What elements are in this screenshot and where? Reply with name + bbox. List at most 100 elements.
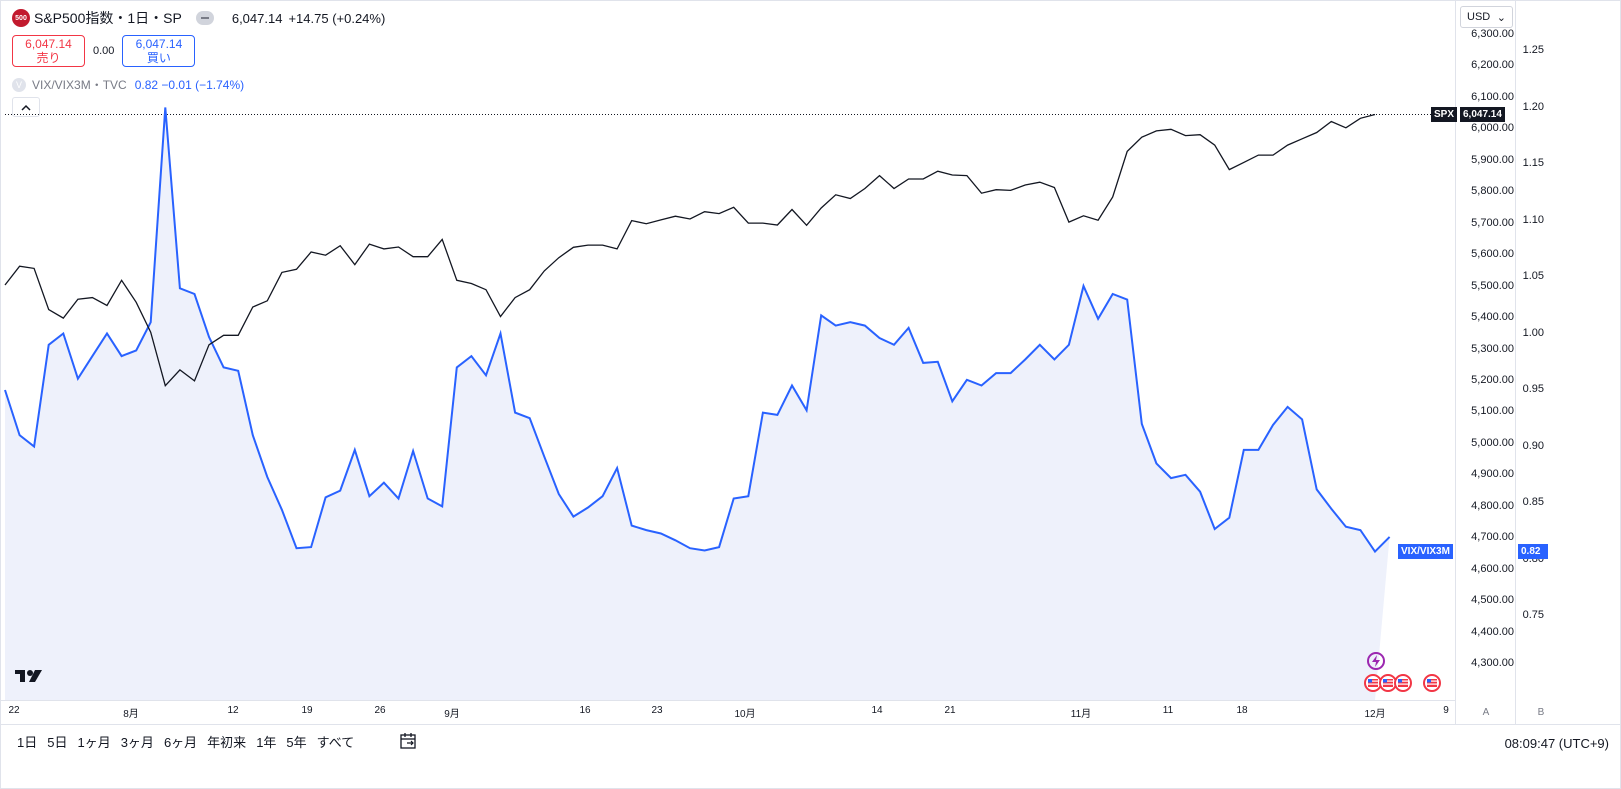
- sell-button[interactable]: 6,047.14 売り: [12, 35, 85, 67]
- left-axis-tick: 5,700.00: [1471, 216, 1514, 229]
- left-axis-tick: 5,400.00: [1471, 311, 1514, 324]
- clock-timezone[interactable]: 08:09:47 (UTC+9): [1504, 736, 1609, 751]
- right-axis-tick: 1.20: [1522, 100, 1544, 113]
- collapse-legend-icon[interactable]: [195, 11, 214, 25]
- right-axis-tick: 0.95: [1522, 383, 1544, 395]
- left-axis-tick: 4,600.00: [1471, 562, 1514, 575]
- left-axis-tick: 4,300.00: [1471, 657, 1514, 669]
- last-price: 6,047.14: [231, 10, 283, 26]
- us-flag-event-icon[interactable]: [1394, 674, 1412, 692]
- series-line-vix[interactable]: [4, 107, 1391, 554]
- left-axis-tick: 6,100.00: [1471, 90, 1514, 103]
- price-axis-divider: [1455, 0, 1456, 724]
- right-axis-tick: 1.25: [1522, 44, 1544, 56]
- x-axis-tick: 8月: [123, 709, 139, 720]
- right-axis-tick: 1.15: [1522, 157, 1544, 169]
- currency-label: USD: [1467, 11, 1491, 23]
- chevron-up-icon[interactable]: [12, 97, 40, 117]
- vix-area-fill: [5, 107, 1390, 700]
- x-axis-tick: 10月: [734, 709, 756, 720]
- spread-value: 0.00: [93, 45, 115, 57]
- time-range-bar: 1日 5日 1ヶ月 3ヶ月 6ヶ月 年初来 1年 5年 すべて: [12, 734, 359, 752]
- left-axis-tick: 5,600.00: [1471, 248, 1514, 261]
- left-axis-tick: 4,900.00: [1471, 468, 1514, 481]
- buy-price: 6,047.14: [135, 37, 183, 51]
- left-axis-tick: 6,200.00: [1471, 59, 1514, 72]
- x-axis-tick: 11: [1162, 705, 1174, 716]
- right-axis-tick: 0.90: [1522, 439, 1544, 452]
- lightning-icon[interactable]: [1367, 652, 1385, 670]
- x-axis-tick: 12: [227, 705, 239, 716]
- symbol-title[interactable]: S&P500指数・1日・SP: [34, 10, 182, 26]
- time-axis-divider: [0, 700, 1455, 701]
- price-chart[interactable]: [0, 0, 1621, 725]
- buy-button[interactable]: 6,047.14 買い: [122, 35, 196, 67]
- x-axis-tick: 14: [871, 705, 883, 716]
- sell-price: 6,047.14: [25, 37, 72, 51]
- x-axis-tick: 21: [944, 705, 956, 716]
- buy-sell-row: 6,047.14 売り 0.00 6,047.14 買い: [12, 35, 196, 67]
- x-axis-tick: 19: [301, 705, 313, 716]
- compare-symbol-icon: V: [12, 77, 26, 92]
- spx-price-tag: 6,047.14: [1460, 107, 1505, 123]
- range-all[interactable]: すべて: [316, 735, 355, 750]
- left-axis-tick: 6,300.00: [1471, 28, 1514, 40]
- buy-label: 買い: [146, 51, 171, 65]
- series-line-spx[interactable]: [4, 113, 1376, 388]
- x-axis-tick: 11月: [1070, 709, 1092, 720]
- right-axis-tick: 0.85: [1522, 496, 1544, 508]
- left-axis-tick: 4,400.00: [1471, 625, 1514, 638]
- left-axis-tick: 5,500.00: [1471, 279, 1514, 292]
- x-axis-tick: 26: [374, 705, 386, 716]
- x-axis-tick: 9月: [444, 709, 460, 720]
- left-axis-tick: 5,100.00: [1471, 405, 1514, 418]
- left-axis-tick: 4,500.00: [1471, 594, 1514, 607]
- vix-price-tag: 0.82: [1518, 544, 1548, 560]
- left-axis-tick: 5,800.00: [1471, 185, 1514, 198]
- x-axis-tick: 16: [579, 705, 591, 716]
- compare-symbol: VIX/VIX3M・TVC: [32, 78, 127, 92]
- range-5d[interactable]: 5日: [47, 735, 68, 750]
- range-ytd[interactable]: 年初来: [207, 735, 247, 750]
- us-flag-event-icon[interactable]: [1364, 674, 1382, 692]
- right-axis-tick: 1.00: [1522, 326, 1544, 339]
- symbol-header: 500 S&P500指数・1日・SP 6,047.14 +14.75 (+0.2…: [12, 8, 385, 28]
- left-axis-tick: 5,900.00: [1471, 153, 1514, 166]
- price-change: +14.75 (+0.24%): [288, 10, 386, 26]
- range-3m[interactable]: 3ヶ月: [120, 735, 154, 750]
- compare-values: 0.82 −0.01 (−1.74%): [134, 77, 245, 92]
- right-axis-tick: 1.05: [1522, 270, 1544, 282]
- left-axis-tick: 5,300.00: [1471, 342, 1514, 355]
- range-6m[interactable]: 6ヶ月: [163, 735, 198, 750]
- left-axis-tick: 5,200.00: [1471, 373, 1514, 386]
- range-1d[interactable]: 1日: [17, 735, 38, 750]
- x-axis-tick: 22: [8, 705, 20, 716]
- left-axis-tick: 4,700.00: [1471, 531, 1514, 544]
- range-1y[interactable]: 1年: [256, 735, 277, 750]
- tradingview-logo-icon[interactable]: [15, 668, 45, 689]
- left-axis-tick: 4,800.00: [1471, 499, 1514, 512]
- vix-tag-label: VIX/VIX3M: [1398, 544, 1453, 560]
- currency-select[interactable]: USD ⌄: [1460, 6, 1513, 28]
- left-axis-tick: 5,000.00: [1471, 436, 1514, 449]
- right-axis-tick: 1.10: [1522, 213, 1544, 226]
- x-axis-tick: 23: [651, 705, 663, 716]
- sell-label: 売り: [36, 51, 61, 65]
- range-1m[interactable]: 1ヶ月: [77, 735, 111, 750]
- chevron-down-icon: ⌄: [1496, 11, 1506, 24]
- auto-scale-button[interactable]: A: [1482, 706, 1490, 718]
- sp500-logo-icon: 500: [12, 9, 30, 27]
- secondary-axis-divider: [1515, 0, 1516, 724]
- spx-tag-label: SPX: [1431, 107, 1458, 123]
- x-axis-tick: 9: [1443, 705, 1449, 716]
- scale-b-button[interactable]: B: [1537, 706, 1545, 718]
- bottom-toolbar-divider: [0, 724, 1621, 725]
- right-axis-tick: 0.75: [1522, 609, 1544, 621]
- us-flag-event-icon[interactable]: [1423, 674, 1441, 692]
- compare-legend[interactable]: V VIX/VIX3M・TVC 0.82 −0.01 (−1.74%): [12, 76, 244, 93]
- range-5y[interactable]: 5年: [286, 735, 307, 750]
- left-axis-tick: 6,000.00: [1471, 122, 1514, 135]
- calendar-range-icon[interactable]: [399, 732, 417, 750]
- x-axis-tick: 18: [1236, 705, 1248, 716]
- x-axis-tick: 12月: [1364, 709, 1386, 720]
